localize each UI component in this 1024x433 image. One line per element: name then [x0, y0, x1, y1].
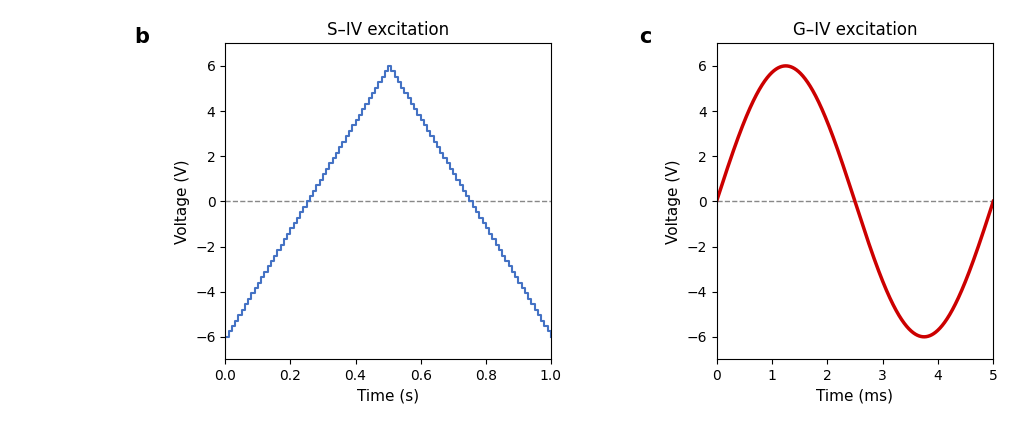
- Text: c: c: [639, 28, 651, 48]
- Title: G–IV excitation: G–IV excitation: [793, 21, 918, 39]
- X-axis label: Time (ms): Time (ms): [816, 389, 893, 404]
- Text: b: b: [134, 28, 150, 48]
- X-axis label: Time (s): Time (s): [357, 389, 419, 404]
- Title: S–IV excitation: S–IV excitation: [327, 21, 450, 39]
- Y-axis label: Voltage (V): Voltage (V): [174, 159, 189, 244]
- Y-axis label: Voltage (V): Voltage (V): [666, 159, 681, 244]
